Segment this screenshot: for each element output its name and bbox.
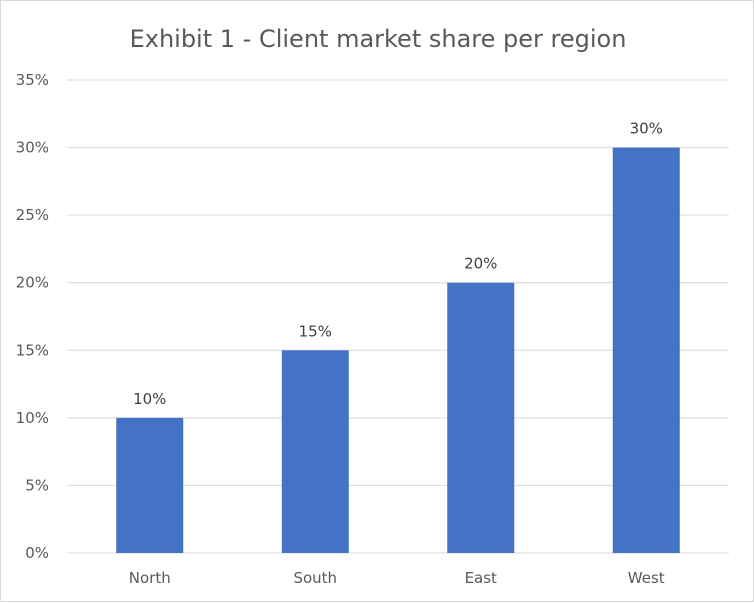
y-tick-label: 35% — [16, 71, 49, 89]
category-label-west: West — [628, 569, 665, 587]
data-label-south: 15% — [299, 322, 332, 340]
chart-title: Exhibit 1 - Client market share per regi… — [130, 25, 627, 53]
category-label-east: East — [465, 569, 497, 587]
category-label-north: North — [129, 569, 171, 587]
data-label-west: 30% — [630, 120, 663, 138]
data-label-east: 20% — [464, 255, 497, 273]
bar-north — [116, 417, 184, 553]
bar-east — [447, 282, 515, 553]
bar-west — [612, 147, 680, 554]
category-label-south: South — [293, 569, 337, 587]
y-tick-label: 30% — [16, 139, 49, 157]
y-tick-label: 5% — [25, 476, 49, 494]
y-tick-label: 25% — [16, 206, 49, 224]
y-tick-label: 15% — [16, 341, 49, 359]
bar-south — [281, 350, 349, 553]
y-axis-tick-labels: 0% 5% 10% 15% 20% 25% 30% 35% — [16, 71, 49, 562]
bars — [116, 147, 680, 554]
y-tick-label: 10% — [16, 409, 49, 427]
y-tick-label: 20% — [16, 274, 49, 292]
data-label-north: 10% — [133, 390, 166, 408]
x-axis-category-labels: North South East West — [129, 569, 665, 587]
data-labels: 10% 15% 20% 30% — [133, 120, 663, 408]
y-tick-label: 0% — [25, 544, 49, 562]
